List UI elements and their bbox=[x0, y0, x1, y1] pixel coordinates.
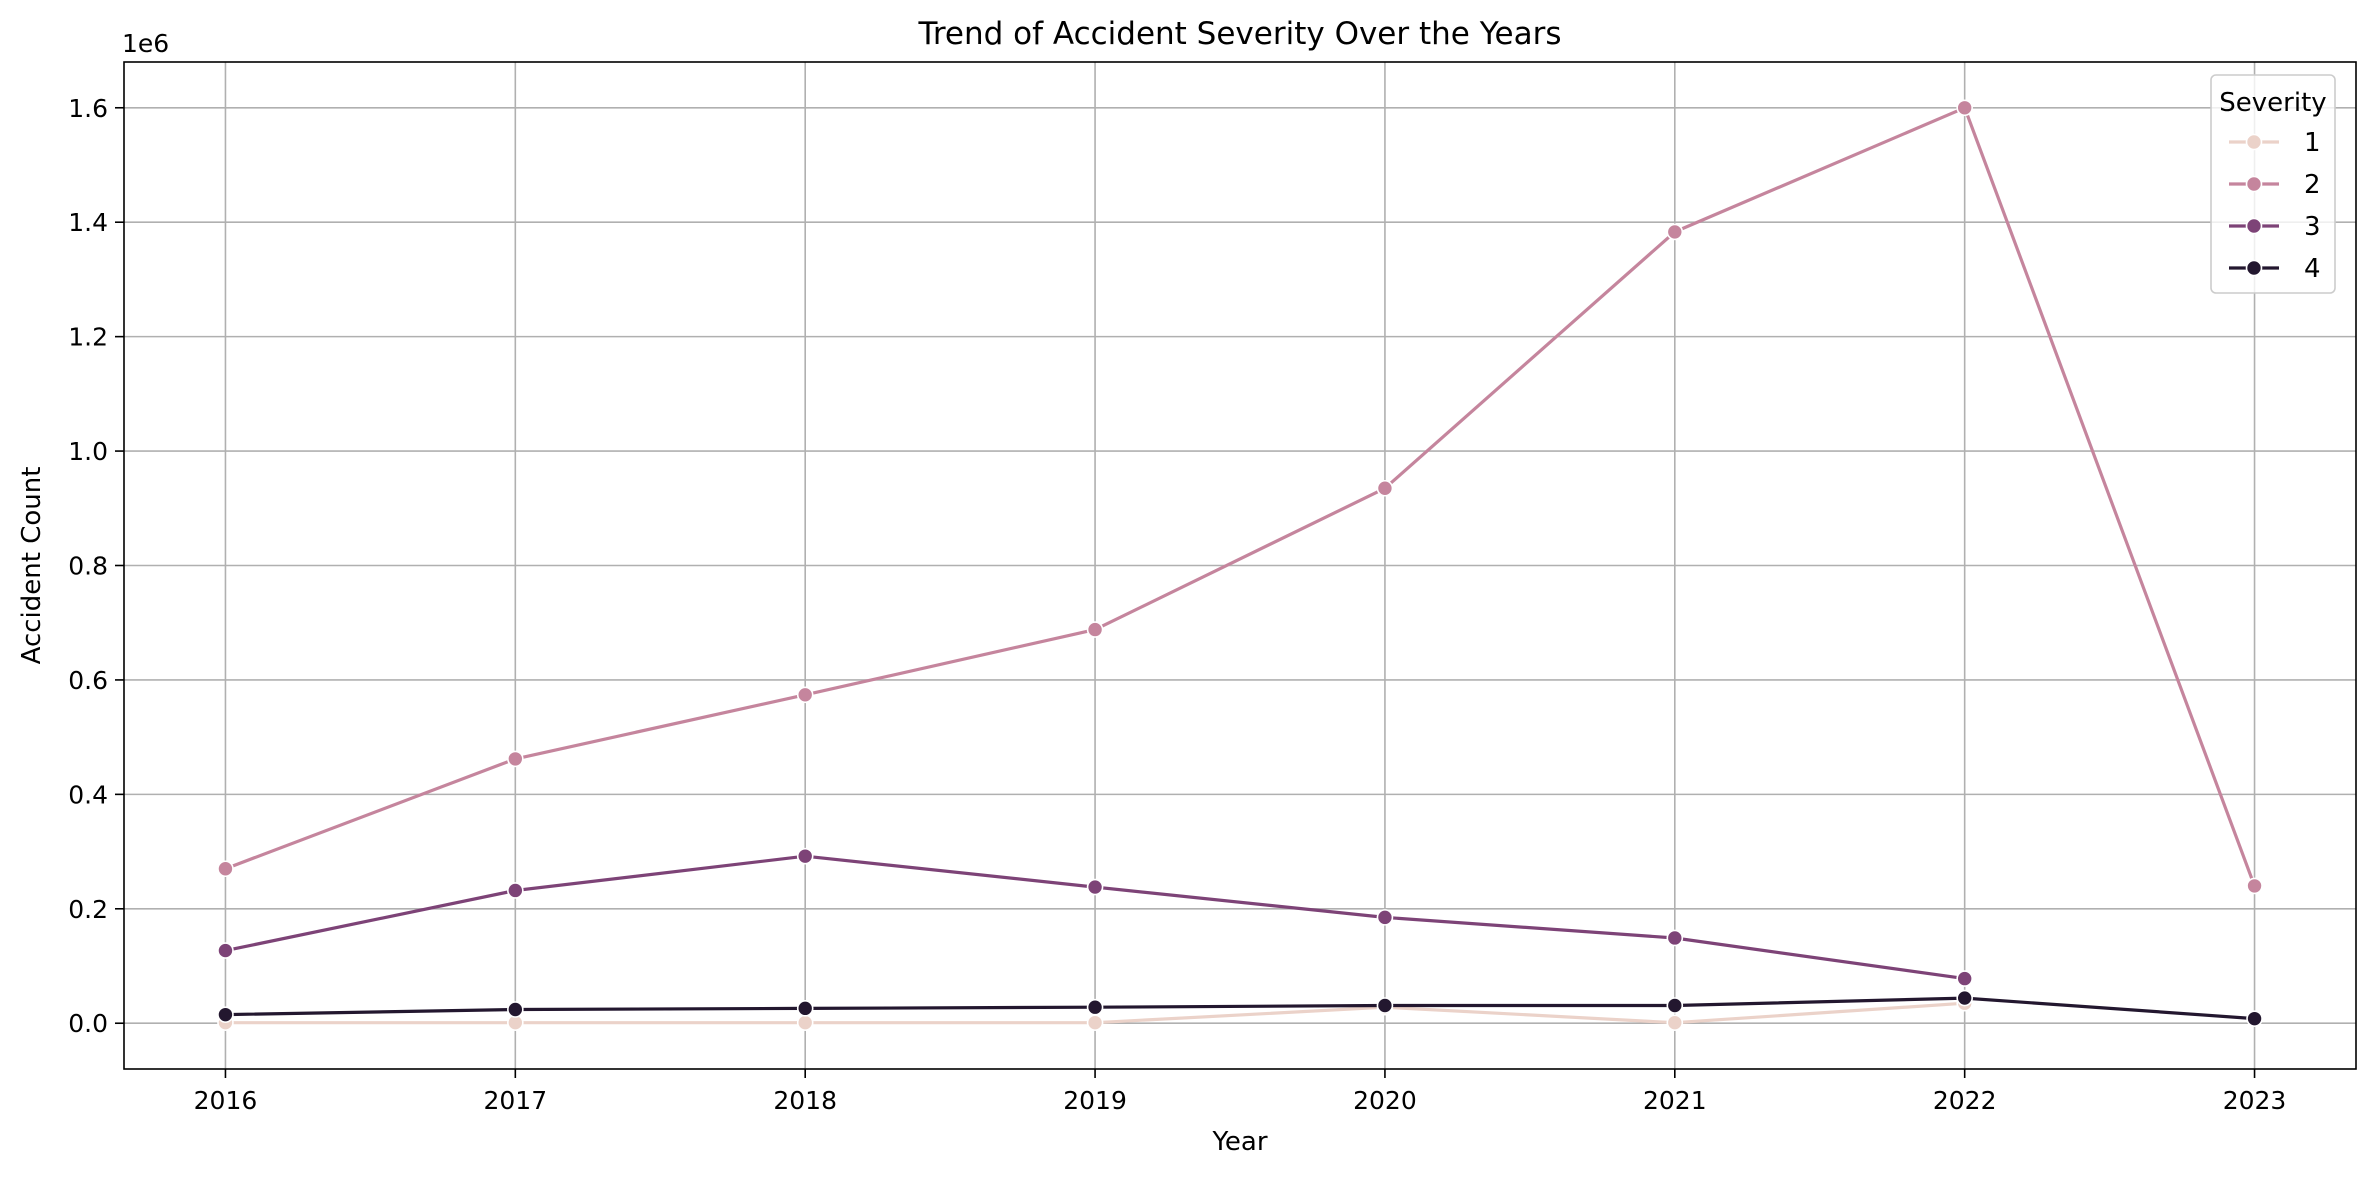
series-3-point bbox=[1086, 878, 1104, 896]
series-3-point bbox=[1666, 929, 1684, 947]
y-tick-label: 0.8 bbox=[68, 552, 108, 581]
x-tick-label: 2019 bbox=[1063, 1086, 1127, 1115]
series-4-point bbox=[217, 1006, 234, 1023]
y-axis: 0.0 0.2 0.4 0.6 0.8 1.0 1.2 1.4 1.6 bbox=[68, 94, 124, 1038]
series-4-point bbox=[507, 1001, 524, 1018]
y-tick-label: 1.0 bbox=[68, 437, 108, 466]
y-axis-offset-label: 1e6 bbox=[122, 29, 169, 58]
series-2 bbox=[217, 99, 2263, 895]
series-3-point bbox=[1376, 909, 1394, 926]
series-2-line bbox=[224, 106, 2256, 887]
legend-swatch-marker bbox=[2245, 259, 2263, 277]
x-tick-label: 2020 bbox=[1353, 1086, 1417, 1115]
series-3-point bbox=[217, 942, 234, 959]
y-tick-label: 0.4 bbox=[68, 780, 108, 809]
series-2-point bbox=[1376, 479, 1394, 497]
series-lines bbox=[217, 99, 2263, 1031]
series-2-point bbox=[217, 860, 234, 878]
series-3 bbox=[217, 847, 1973, 987]
series-4-point bbox=[796, 1000, 814, 1017]
x-axis-label: Year bbox=[1211, 1127, 1267, 1157]
series-2-point bbox=[507, 750, 524, 768]
series-3-point bbox=[507, 882, 524, 899]
legend-label: 2 bbox=[2304, 170, 2321, 200]
series-1-point bbox=[1086, 1014, 1104, 1031]
legend-label: 4 bbox=[2304, 254, 2321, 284]
series-4-point bbox=[2246, 1010, 2263, 1027]
legend-swatch-marker bbox=[2245, 133, 2263, 151]
legend-swatch-marker bbox=[2245, 175, 2263, 193]
legend: Severity 1 2 3 4 bbox=[2210, 74, 2336, 294]
legend-title: Severity bbox=[2219, 88, 2326, 118]
y-tick-label: 1.4 bbox=[68, 208, 108, 237]
legend-swatch-marker bbox=[2245, 217, 2263, 235]
series-1-point bbox=[796, 1014, 814, 1031]
series-4-point bbox=[1666, 997, 1684, 1014]
x-tick-label: 2022 bbox=[1933, 1086, 1997, 1115]
x-tick-label: 2018 bbox=[773, 1086, 837, 1115]
series-3-point bbox=[1956, 970, 1973, 987]
legend-label: 3 bbox=[2304, 212, 2321, 242]
series-2-point bbox=[1086, 621, 1104, 638]
chart-title: Trend of Accident Severity Over the Year… bbox=[917, 16, 1561, 52]
series-3-point bbox=[796, 847, 814, 865]
x-axis: 2016 2017 2018 2019 2020 2021 2022 2023 bbox=[194, 1069, 2287, 1115]
series-4-line bbox=[225, 996, 2255, 1021]
series-2-point bbox=[2246, 877, 2263, 895]
y-tick-label: 1.2 bbox=[68, 323, 108, 352]
y-tick-label: 0.2 bbox=[68, 895, 108, 924]
series-2-point bbox=[1666, 223, 1684, 241]
y-tick-label: 0.0 bbox=[68, 1009, 108, 1038]
series-2-point bbox=[1956, 99, 1973, 117]
legend-label: 1 bbox=[2304, 128, 2321, 158]
series-4-point bbox=[1376, 997, 1394, 1014]
series-4-point bbox=[1086, 998, 1104, 1016]
y-tick-label: 1.6 bbox=[68, 94, 108, 123]
x-tick-label: 2016 bbox=[194, 1086, 258, 1115]
x-tick-label: 2023 bbox=[2223, 1086, 2287, 1115]
series-1-point bbox=[1666, 1014, 1684, 1031]
y-tick-label: 0.6 bbox=[68, 666, 108, 695]
series-4 bbox=[217, 989, 2263, 1027]
x-tick-label: 2021 bbox=[1643, 1086, 1707, 1115]
series-2-point bbox=[796, 686, 814, 704]
series-4-point bbox=[1956, 989, 1973, 1007]
x-tick-label: 2017 bbox=[484, 1086, 548, 1115]
y-axis-label: Accident Count bbox=[17, 467, 47, 665]
